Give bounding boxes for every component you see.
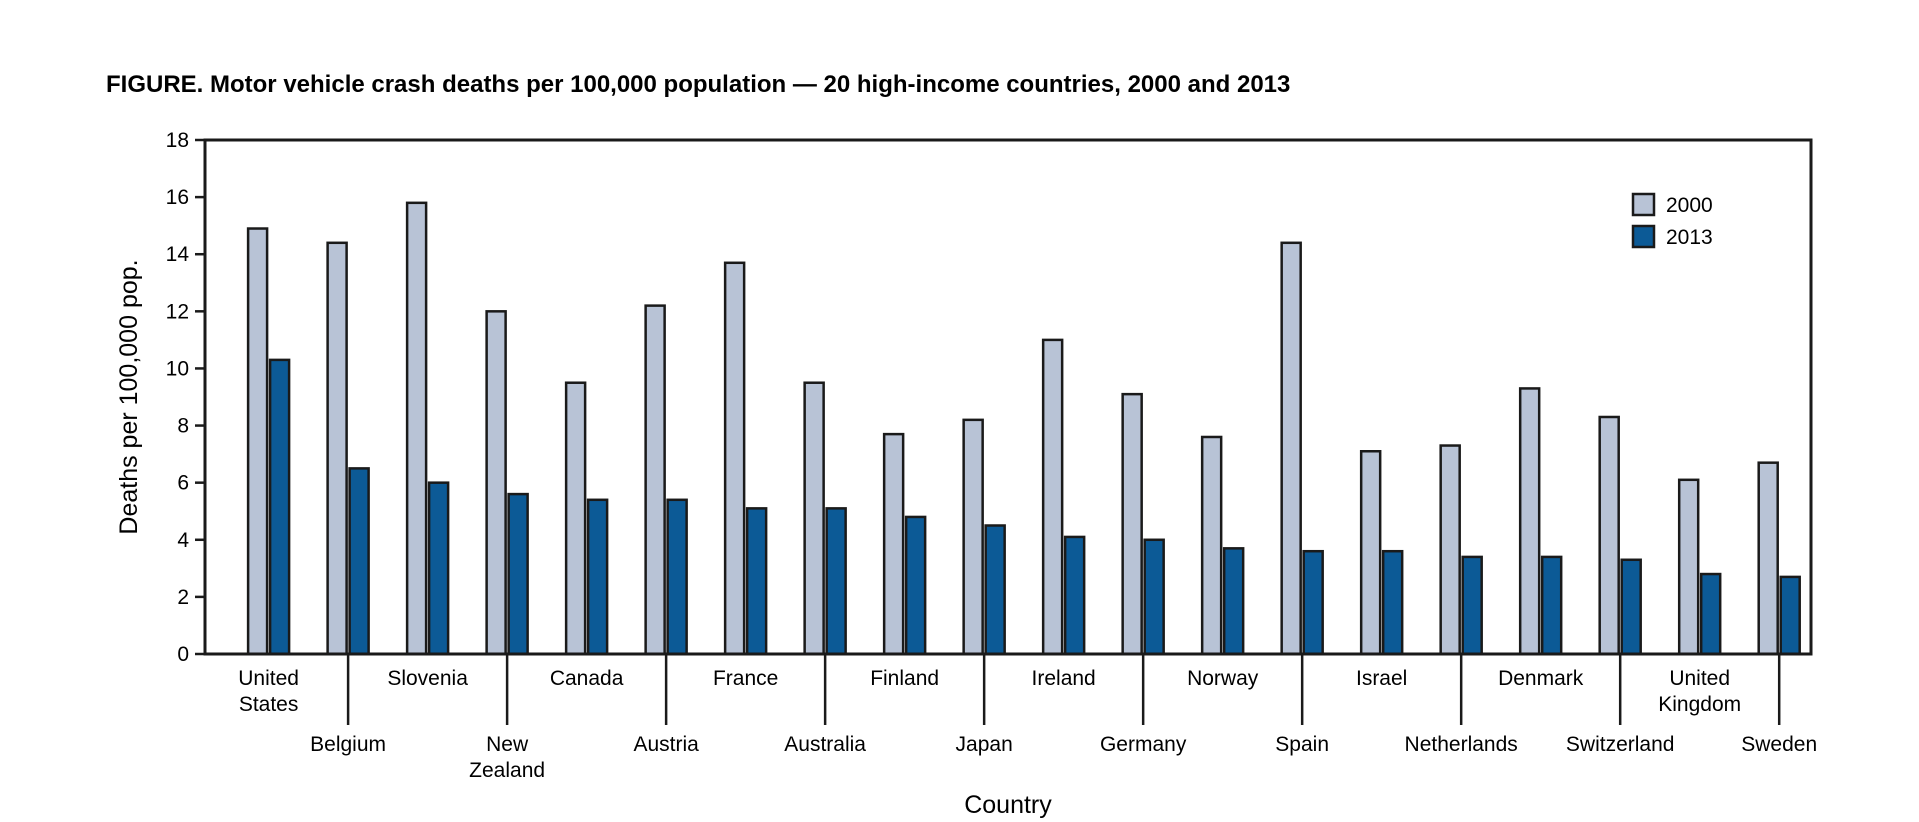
legend-swatch-2013 bbox=[1631, 224, 1656, 249]
bar-2013-austria bbox=[666, 498, 688, 656]
bar-2000-belgium bbox=[326, 241, 348, 656]
bar-2013-japan bbox=[984, 524, 1006, 656]
x-category-label: Ireland bbox=[1032, 667, 1096, 690]
bar-2013-norway bbox=[1222, 547, 1245, 656]
x-category-label: Norway bbox=[1187, 667, 1259, 690]
bar-2013-denmark bbox=[1540, 555, 1563, 656]
legend-label-2013: 2013 bbox=[1666, 226, 1713, 249]
x-category-label: Canada bbox=[550, 667, 624, 690]
y-tick-label: 18 bbox=[166, 129, 189, 152]
bar-2013-united-kingdom bbox=[1699, 572, 1722, 656]
bar-2000-slovenia bbox=[405, 201, 428, 656]
x-category-label: States bbox=[239, 693, 299, 716]
bar-2000-denmark bbox=[1518, 387, 1541, 656]
x-category-label: Israel bbox=[1356, 667, 1407, 690]
plot-area bbox=[246, 201, 1801, 656]
x-category-label: Belgium bbox=[310, 733, 386, 756]
bar-2000-israel bbox=[1359, 450, 1382, 656]
bar-2000-france bbox=[723, 261, 746, 656]
chart-title: FIGURE. Motor vehicle crash deaths per 1… bbox=[106, 71, 1290, 98]
bar-2013-germany bbox=[1143, 538, 1165, 656]
legend: 2000 2013 bbox=[1631, 192, 1713, 249]
bar-2000-finland bbox=[882, 432, 905, 656]
bar-2013-sweden bbox=[1779, 575, 1801, 656]
plot-frame bbox=[203, 138, 1813, 656]
x-category-label: Austria bbox=[633, 733, 699, 756]
x-category-label: Sweden bbox=[1741, 733, 1817, 756]
y-tick-label: 0 bbox=[177, 643, 189, 666]
bar-2000-sweden bbox=[1757, 461, 1779, 656]
y-tick-label: 16 bbox=[166, 186, 189, 209]
x-category-label: Germany bbox=[1100, 733, 1187, 756]
x-category-label: Spain bbox=[1275, 733, 1329, 756]
bar-2013-netherlands bbox=[1461, 555, 1483, 656]
x-category-label: United bbox=[1669, 667, 1730, 690]
bar-2013-australia bbox=[825, 507, 847, 656]
x-category-label: Finland bbox=[870, 667, 939, 690]
x-category-label: Australia bbox=[784, 733, 866, 756]
y-tick-label: 14 bbox=[166, 243, 190, 266]
x-category-label: Slovenia bbox=[387, 667, 468, 690]
x-category-label: Denmark bbox=[1498, 667, 1584, 690]
x-category-label: France bbox=[713, 667, 778, 690]
x-category-label: Kingdom bbox=[1658, 693, 1741, 716]
bar-2013-united-states bbox=[268, 358, 291, 656]
bar-2000-austria bbox=[644, 304, 666, 656]
bar-2000-united-states bbox=[246, 227, 269, 656]
x-category-label: Zealand bbox=[469, 759, 545, 782]
bar-2000-netherlands bbox=[1439, 444, 1461, 656]
x-axis-title: Country bbox=[964, 791, 1052, 819]
bar-2000-germany bbox=[1121, 392, 1143, 656]
axes: 0 2 4 6 8 10 12 14 16 18 United States Belgium Sloven… bbox=[166, 129, 1818, 782]
legend-label-2000: 2000 bbox=[1666, 194, 1713, 217]
bar-2000-australia bbox=[803, 381, 825, 656]
x-category-label: New bbox=[486, 733, 529, 756]
bar-2013-canada bbox=[586, 498, 609, 656]
x-category-label: Japan bbox=[956, 733, 1013, 756]
y-tick-label: 6 bbox=[177, 472, 189, 495]
bar-2013-finland bbox=[904, 515, 927, 656]
x-category-label: United bbox=[238, 667, 299, 690]
bar-2013-switzerland bbox=[1620, 558, 1642, 656]
y-axis-title: Deaths per 100,000 pop. bbox=[115, 259, 143, 534]
y-tick-label: 10 bbox=[166, 357, 189, 380]
bar-2000-spain bbox=[1280, 241, 1302, 656]
legend-swatch-2000 bbox=[1631, 192, 1656, 217]
bar-2000-japan bbox=[962, 418, 984, 656]
bar-2000-new-zealand bbox=[485, 310, 507, 656]
bar-2013-israel bbox=[1381, 549, 1404, 656]
bar-2000-canada bbox=[564, 381, 587, 656]
x-category-label: Netherlands bbox=[1405, 733, 1518, 756]
bar-2013-spain bbox=[1302, 549, 1324, 656]
y-tick-label: 2 bbox=[177, 586, 189, 609]
bar-2013-france bbox=[745, 507, 768, 656]
y-tick-label: 8 bbox=[177, 415, 189, 438]
bar-2013-slovenia bbox=[427, 481, 450, 656]
bar-2000-switzerland bbox=[1598, 415, 1620, 656]
y-tick-label: 4 bbox=[177, 529, 189, 552]
bar-2000-ireland bbox=[1041, 338, 1064, 656]
bar-2013-new-zealand bbox=[507, 492, 529, 656]
y-tick-label: 12 bbox=[166, 300, 189, 323]
bar-2013-belgium bbox=[348, 467, 370, 656]
x-category-label: Switzerland bbox=[1566, 733, 1675, 756]
bar-2013-ireland bbox=[1063, 535, 1086, 656]
bar-2000-norway bbox=[1200, 435, 1223, 656]
bar-2000-united-kingdom bbox=[1677, 478, 1700, 656]
